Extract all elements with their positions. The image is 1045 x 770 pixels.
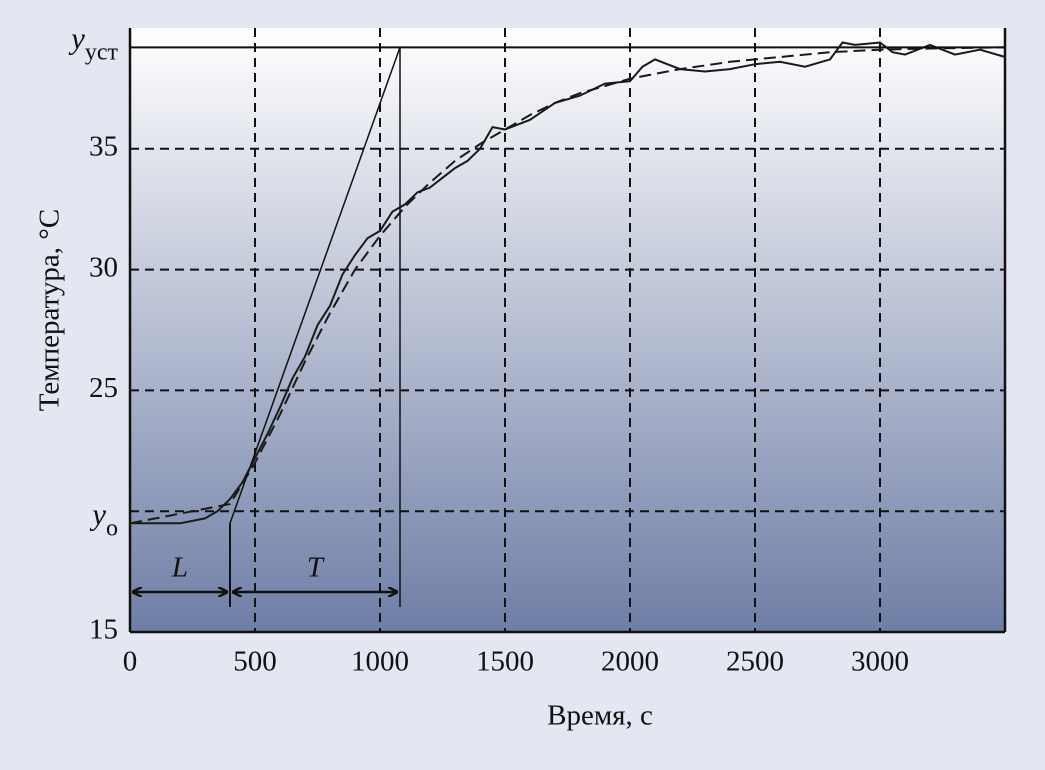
y-tick-label: 30 bbox=[89, 251, 118, 283]
x-axis-label: Время, с bbox=[547, 700, 653, 732]
x-tick-label: 1000 bbox=[351, 646, 409, 678]
y-tick-label: 25 bbox=[89, 372, 118, 404]
steady-state-label: yуст bbox=[68, 20, 118, 64]
annotation-label: T bbox=[307, 552, 325, 584]
x-tick-label: 1500 bbox=[476, 646, 534, 678]
y-tick-label: 15 bbox=[89, 614, 118, 646]
steady-state-label-subscript: уст bbox=[85, 39, 119, 65]
tangent-line bbox=[229, 47, 401, 524]
steady-state-label-main: y bbox=[68, 20, 85, 55]
y-tick-label: 35 bbox=[89, 130, 118, 162]
y-axis-label: Температура, °C bbox=[34, 209, 66, 411]
initial-value-label-main: y bbox=[89, 496, 106, 531]
x-tick-label: 2000 bbox=[601, 646, 659, 678]
x-tick-label: 500 bbox=[233, 646, 277, 678]
initial-value-label: yо bbox=[89, 496, 118, 540]
x-tick-label: 0 bbox=[123, 646, 138, 678]
data-line bbox=[129, 46, 1006, 525]
initial-value-label-subscript: о bbox=[106, 515, 118, 541]
annotation-label: L bbox=[171, 552, 188, 584]
x-tick-label: 2500 bbox=[726, 646, 784, 678]
plot-area bbox=[130, 28, 1005, 632]
x-tick-label: 3000 bbox=[851, 646, 909, 678]
